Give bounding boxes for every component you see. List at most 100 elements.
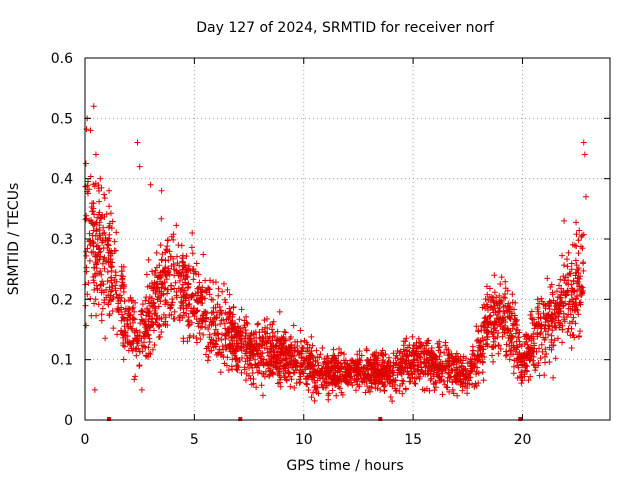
data-point <box>86 257 93 264</box>
data-point <box>267 349 274 356</box>
data-point <box>232 320 239 327</box>
data-point <box>491 272 498 279</box>
data-point <box>121 283 128 290</box>
data-point <box>354 381 361 388</box>
data-point <box>573 302 580 309</box>
data-point <box>99 305 106 312</box>
data-point <box>262 368 269 375</box>
data-point <box>565 281 572 288</box>
data-point <box>182 275 189 282</box>
chart-title: Day 127 of 2024, SRMTID for receiver nor… <box>196 20 495 36</box>
y-tick-label: 0.6 <box>51 51 73 67</box>
data-point <box>570 288 577 295</box>
data-point <box>543 312 550 319</box>
data-point <box>100 224 107 231</box>
data-point <box>151 311 158 318</box>
data-point <box>199 317 206 324</box>
data-point <box>189 250 196 257</box>
data-point <box>521 373 528 380</box>
data-point <box>530 353 537 360</box>
data-point <box>512 299 519 306</box>
data-point <box>118 317 125 324</box>
data-point <box>243 341 250 348</box>
data-point <box>385 358 392 365</box>
data-point <box>507 328 514 335</box>
data-point <box>497 280 504 287</box>
data-point <box>223 316 230 323</box>
data-point <box>297 373 304 380</box>
data-point <box>143 323 150 330</box>
data-point <box>249 370 256 377</box>
data-point <box>128 325 135 332</box>
data-point <box>93 225 100 232</box>
data-point <box>212 322 219 329</box>
data-point <box>155 334 162 341</box>
data-point <box>97 175 104 182</box>
data-point <box>484 291 491 298</box>
data-point <box>208 309 215 316</box>
data-point <box>131 376 138 383</box>
data-point <box>237 325 244 332</box>
data-point <box>124 338 131 345</box>
data-point <box>559 298 566 305</box>
data-point <box>474 364 481 371</box>
data-point <box>405 370 412 377</box>
data-point <box>280 340 287 347</box>
data-point <box>500 294 507 301</box>
data-point <box>247 350 254 357</box>
data-point <box>158 256 165 263</box>
data-point <box>82 302 89 309</box>
data-point <box>178 294 185 301</box>
data-point <box>217 369 224 376</box>
data-point <box>118 263 125 270</box>
data-point <box>537 314 544 321</box>
data-point <box>573 262 580 269</box>
x-tick-label: 15 <box>404 432 422 448</box>
data-point <box>121 308 128 315</box>
data-point <box>572 320 579 327</box>
data-point <box>296 376 303 383</box>
data-point <box>541 336 548 343</box>
data-point <box>554 299 561 306</box>
data-point <box>431 387 438 394</box>
data-point <box>394 355 401 362</box>
data-point <box>374 366 381 373</box>
data-point <box>108 297 115 304</box>
data-point <box>151 271 158 278</box>
data-point <box>380 357 387 364</box>
data-point <box>173 292 180 299</box>
data-point <box>535 308 542 315</box>
data-point <box>297 379 304 386</box>
data-point <box>415 371 422 378</box>
data-point <box>241 317 248 324</box>
data-point <box>540 310 547 317</box>
data-point <box>560 273 567 280</box>
data-point <box>90 239 97 246</box>
y-axis-ticks: 0 0.1 0.2 0.3 0.4 0.5 0.6 <box>51 51 610 429</box>
data-point <box>93 261 100 268</box>
data-point <box>353 378 360 385</box>
data-point <box>500 303 507 310</box>
data-point <box>449 386 456 393</box>
data-point <box>402 364 409 371</box>
data-point <box>264 315 271 322</box>
data-point <box>226 291 233 298</box>
data-point <box>152 309 159 316</box>
data-point <box>420 350 427 357</box>
data-point <box>98 281 105 288</box>
data-point <box>150 285 157 292</box>
data-point <box>321 369 328 376</box>
data-point <box>162 272 169 279</box>
data-point <box>403 357 410 364</box>
data-point <box>277 383 284 390</box>
data-point <box>532 367 539 374</box>
data-point <box>90 200 97 207</box>
data-point <box>137 320 144 327</box>
data-point <box>502 352 509 359</box>
data-point <box>94 285 101 292</box>
data-point <box>83 264 90 271</box>
data-point <box>280 333 287 340</box>
data-point <box>107 210 114 217</box>
data-point <box>506 314 513 321</box>
data-point <box>101 195 108 202</box>
